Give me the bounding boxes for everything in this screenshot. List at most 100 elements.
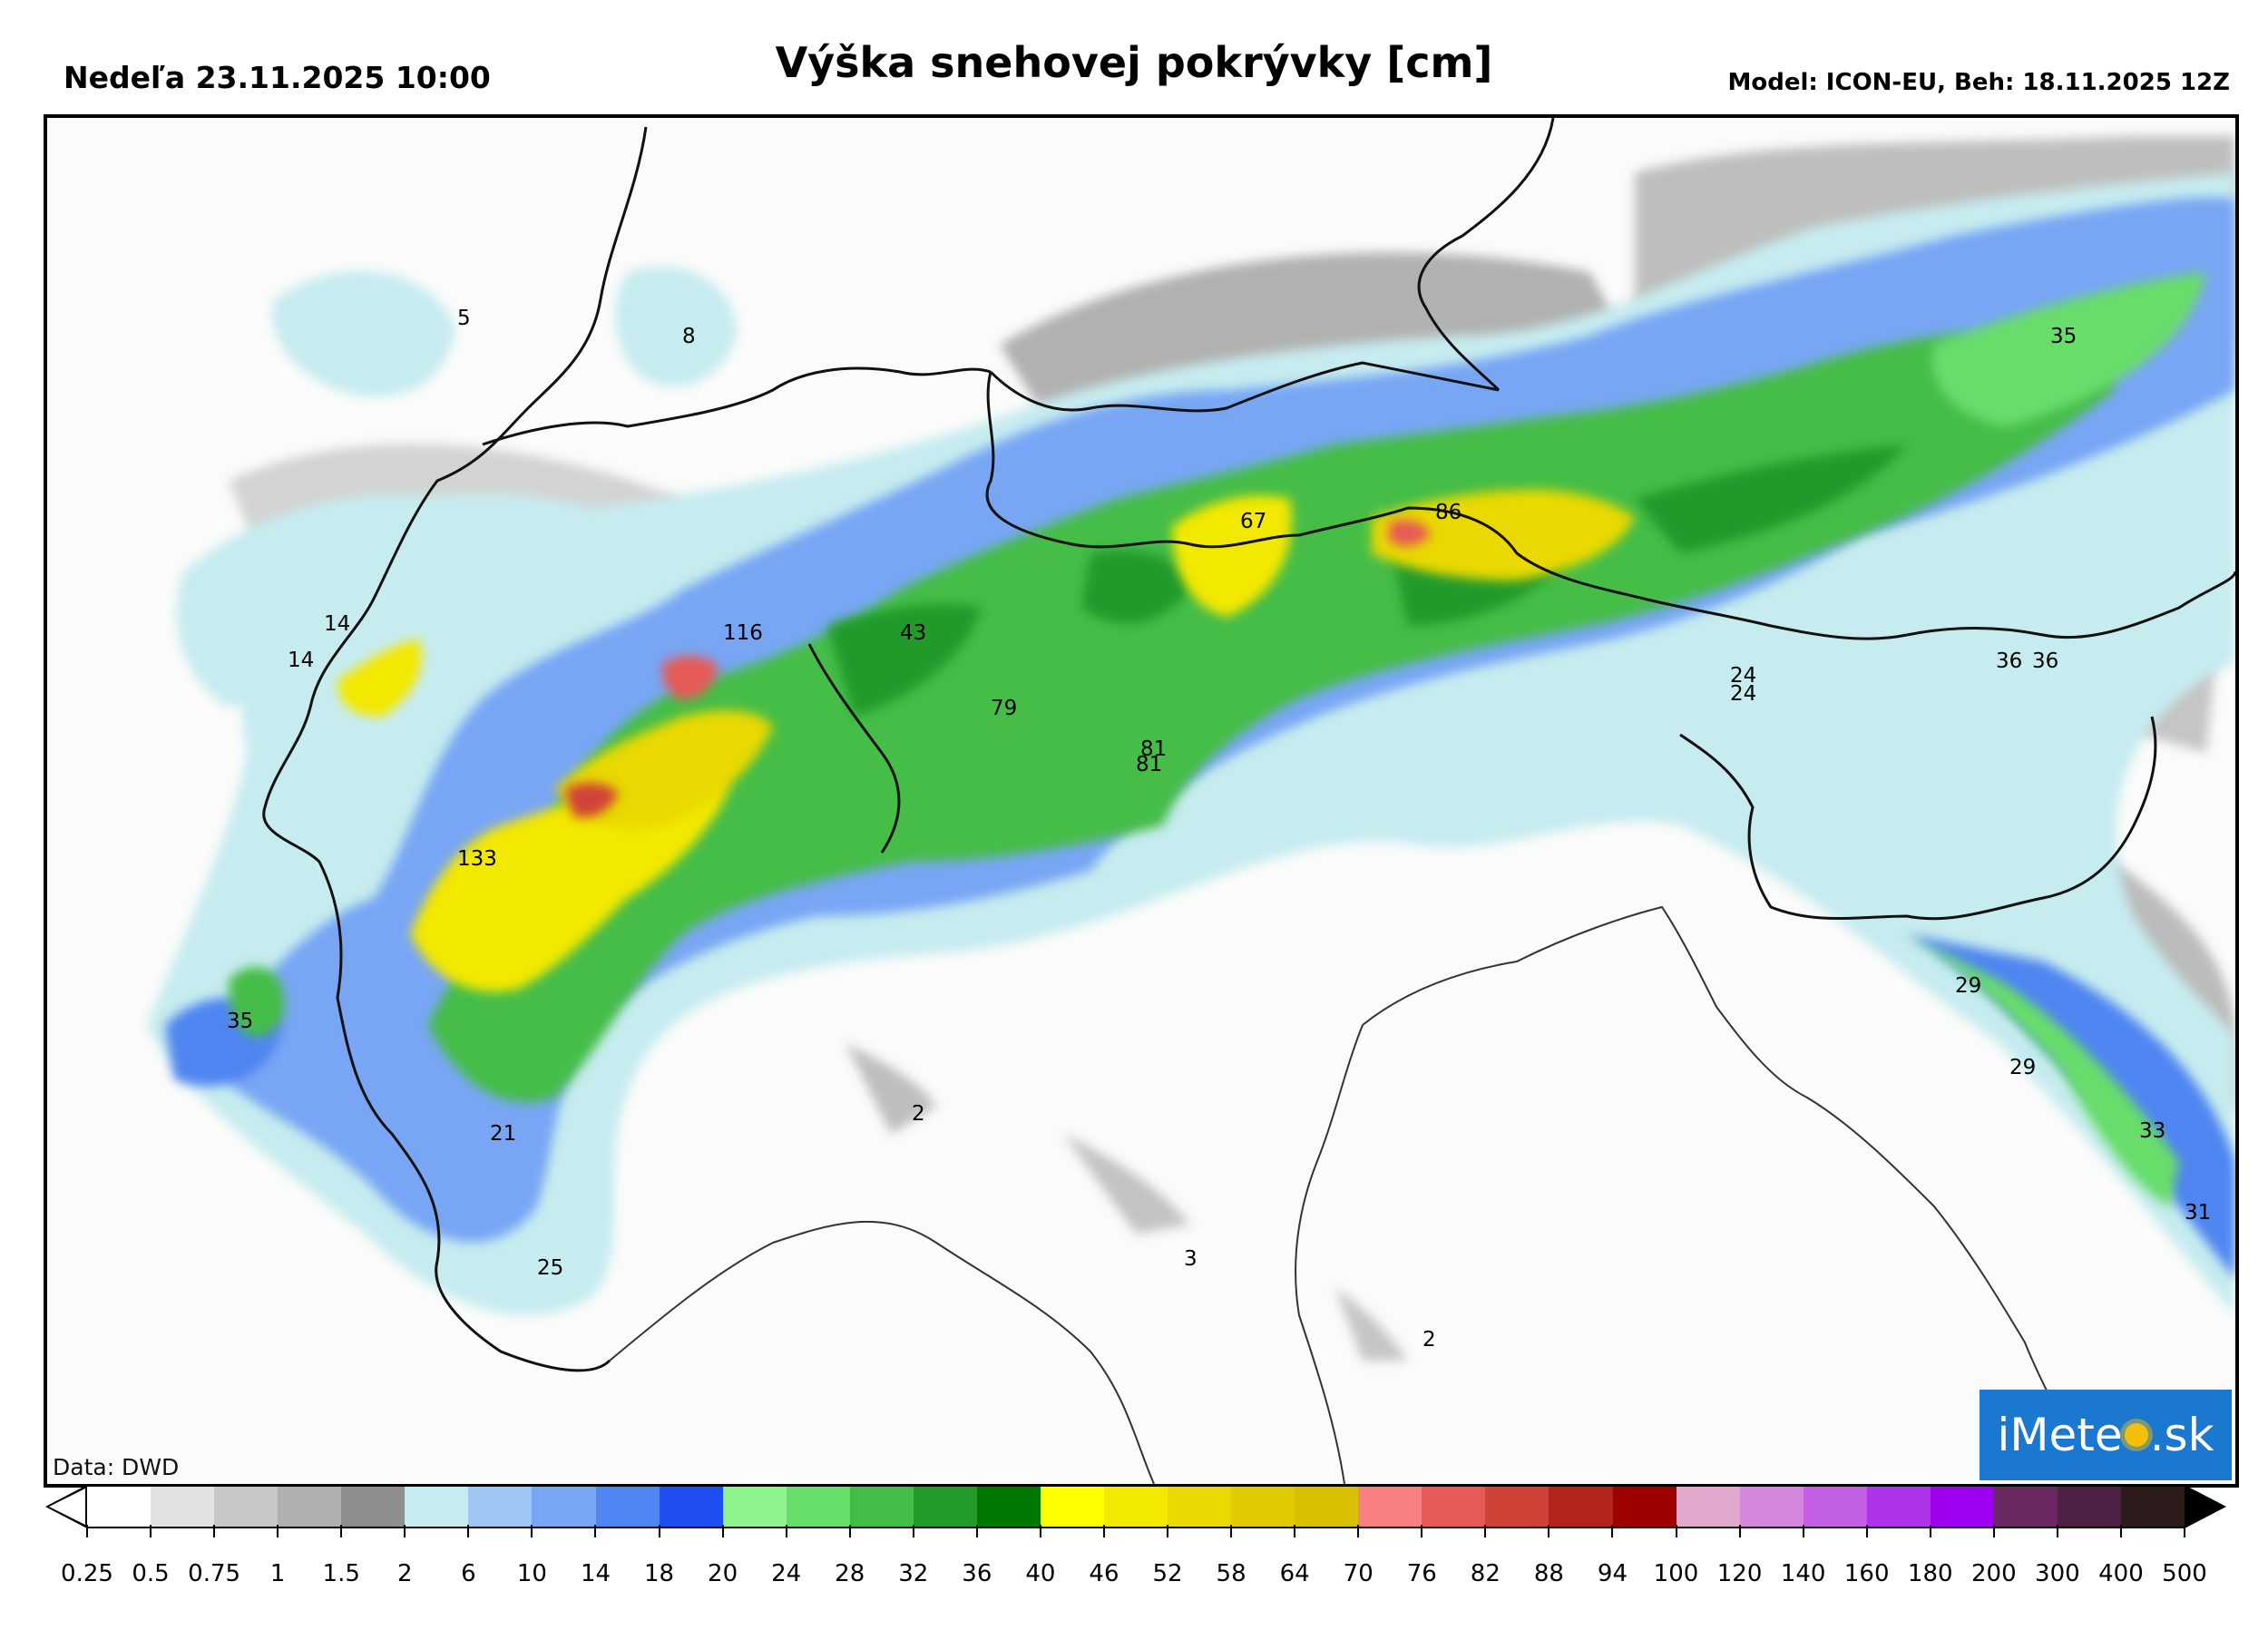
- imeteo-logo[interactable]: iMete .sk: [1980, 1390, 2232, 1480]
- colorbar-cell: [278, 1487, 342, 1527]
- legend-tick: [594, 1525, 597, 1537]
- colorbar-cell: [1040, 1487, 1104, 1527]
- legend-tick-label: 82: [1470, 1560, 1501, 1587]
- legend-tick: [404, 1525, 406, 1537]
- legend-tick: [975, 1525, 978, 1537]
- legend-tick: [2184, 1525, 2185, 1537]
- legend-tick: [1738, 1525, 1741, 1537]
- colorbar-cell: [341, 1487, 406, 1527]
- snow-depth-value: 25: [537, 1256, 564, 1280]
- snow-depth-value: 24: [1730, 664, 1757, 688]
- snow-depth-value: 14: [324, 612, 351, 636]
- colorbar-cell: [1358, 1487, 1422, 1527]
- legend-tick: [912, 1525, 914, 1537]
- snow-depth-value: 35: [2050, 325, 2077, 348]
- legend-tick: [213, 1525, 216, 1537]
- snow-depth-value: 2: [912, 1102, 925, 1126]
- colorbar-cell: [214, 1487, 279, 1527]
- country-borders: [262, 118, 2235, 1372]
- legend-tick-label: 14: [580, 1560, 611, 1587]
- snow-depth-value: 81: [1140, 737, 1168, 761]
- snow-depth-map: Data: DWD iMete .sk 5 8 14 14 116 43 67 86 35 133…: [44, 114, 2239, 1488]
- colorbar-cell: [1485, 1487, 1549, 1527]
- legend-tick-label: 32: [898, 1560, 929, 1587]
- legend-tick-label: 400: [2098, 1560, 2144, 1587]
- legend-tick-label: 88: [1533, 1560, 1564, 1587]
- legend-tick: [1929, 1525, 1931, 1537]
- colorbar-cell: [1295, 1487, 1359, 1527]
- legend-tick-label: 500: [2162, 1560, 2207, 1587]
- colorbar-cell: [595, 1487, 660, 1527]
- header-model-run: Model: ICON-EU, Beh: 18.11.2025 12Z: [1727, 69, 2230, 96]
- coastline: [609, 905, 2089, 1484]
- snow-depth-value: 116: [723, 621, 763, 645]
- colorbar-cell: [1612, 1487, 1677, 1527]
- snow-depth-value: 86: [1435, 501, 1462, 524]
- legend-tick: [150, 1525, 152, 1537]
- snow-depth-value: 36: [2032, 649, 2059, 673]
- legend-colorbar: [87, 1485, 2185, 1528]
- colorbar-cell: [2057, 1487, 2121, 1527]
- snow-yellow-layer: [337, 490, 1635, 992]
- snow-depth-value: 24: [1730, 682, 1757, 706]
- legend-tick: [658, 1525, 660, 1537]
- colorbar-cell: [722, 1487, 787, 1527]
- snow-depth-value: 3: [1184, 1247, 1198, 1271]
- legend-tick: [277, 1525, 279, 1537]
- logo-text-right: .sk: [2149, 1409, 2214, 1461]
- legend-tick: [1548, 1525, 1550, 1537]
- legend-tick-label: 24: [771, 1560, 802, 1587]
- snow-depth-value: 5: [457, 307, 471, 330]
- legend-tick: [1611, 1525, 1614, 1537]
- legend-tick-label: 10: [516, 1560, 547, 1587]
- legend-tick-label: 20: [708, 1560, 738, 1587]
- legend-tick-label: 18: [643, 1560, 675, 1587]
- logo-text-left: iMete: [1997, 1409, 2123, 1461]
- legend-tick-label: 52: [1152, 1560, 1183, 1587]
- legend-right-arrow: [2185, 1485, 2226, 1528]
- legend-tick: [1802, 1525, 1804, 1537]
- colorbar-cell: [1993, 1487, 2058, 1527]
- legend-tick-label: 160: [1843, 1560, 1890, 1587]
- colorbar-cell: [1168, 1487, 1232, 1527]
- colorbar-cell: [849, 1487, 914, 1527]
- snow-depth-value: 2: [1422, 1328, 1436, 1352]
- legend-tick-label: 2: [397, 1560, 413, 1587]
- legend-tick-label: 28: [835, 1560, 865, 1587]
- legend-tick: [1230, 1525, 1233, 1537]
- colorbar-cell: [1866, 1487, 1931, 1527]
- snow-red-layer: [564, 520, 1431, 818]
- snow-depth-value: 14: [288, 649, 315, 672]
- legend-tick-label: 0.5: [132, 1560, 170, 1587]
- legend-tick-label: 140: [1780, 1560, 1826, 1587]
- legend-tick: [1357, 1525, 1360, 1537]
- legend-tick: [86, 1525, 88, 1537]
- colorbar-cell: [1104, 1487, 1168, 1527]
- sun-icon: [2124, 1423, 2148, 1447]
- legend-tick: [1675, 1525, 1677, 1537]
- colorbar-cell: [659, 1487, 723, 1527]
- snow-depth-value: 31: [2185, 1201, 2212, 1225]
- snow-depth-value: 43: [900, 621, 927, 645]
- colorbar-cell: [1422, 1487, 1486, 1527]
- legend-tick: [1039, 1525, 1041, 1537]
- legend-tick: [1484, 1525, 1487, 1537]
- snow-depth-value: 35: [227, 1010, 254, 1033]
- map-credit: Data: DWD: [53, 1454, 180, 1480]
- legend-tick: [467, 1525, 470, 1537]
- legend-tick: [2056, 1525, 2058, 1537]
- snow-depth-value: 33: [2139, 1119, 2166, 1143]
- legend-left-arrow: [45, 1485, 87, 1528]
- colorbar-cell: [1231, 1487, 1295, 1527]
- legend-tick-label: 1: [269, 1560, 286, 1587]
- legend-tick-label: 6: [461, 1560, 476, 1587]
- snow-depth-value: 29: [1955, 974, 1982, 998]
- snow-depth-value: 81: [1136, 753, 1163, 776]
- legend-tick-label: 64: [1279, 1560, 1310, 1587]
- snow-depth-value: 79: [991, 697, 1018, 720]
- colorbar-cell: [87, 1487, 152, 1527]
- colorbar-cell: [786, 1487, 850, 1527]
- legend-tick-label: 1.5: [322, 1560, 360, 1587]
- legend-tick-label: 76: [1406, 1560, 1437, 1587]
- legend-tick-label: 180: [1907, 1560, 1953, 1587]
